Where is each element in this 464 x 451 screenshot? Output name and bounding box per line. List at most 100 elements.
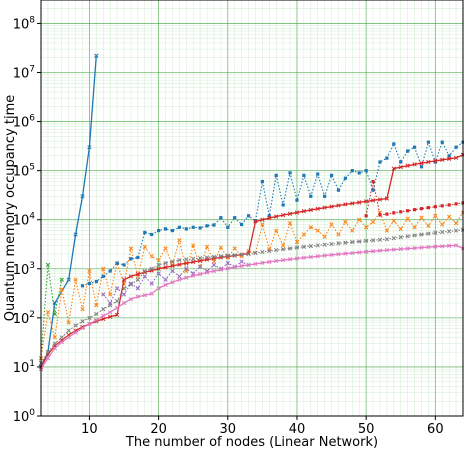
series-point [94,311,99,317]
series-point [73,330,78,335]
series-point [363,225,369,230]
series-point [246,214,251,218]
series-point [142,244,147,249]
series-point [240,222,244,227]
series-point [453,243,459,248]
series-point [52,335,57,340]
series-point [294,210,300,215]
series-point [405,246,410,251]
series-point [87,315,92,321]
series-point [115,261,119,265]
series-point [52,341,57,346]
series-point [45,310,51,315]
series-point [253,250,258,256]
series-point [66,328,71,333]
series-point [385,212,389,216]
series-point [336,241,341,246]
series-point [350,239,355,245]
series-point [66,277,71,282]
series-point [440,244,445,249]
series-point [399,160,403,164]
y-tick-label: 108 [13,15,36,32]
series-point [301,209,307,214]
series-point [108,269,112,273]
series-point [73,277,78,282]
series-point [308,207,313,213]
series-point [274,214,279,219]
series-point [447,214,452,219]
series-point [302,173,306,177]
series-point [212,223,216,227]
x-tick-label: 30 [220,422,237,437]
series-point [315,228,320,233]
series-point [391,218,396,223]
series-point [357,217,362,222]
series-point [45,350,51,355]
series-point [281,203,285,207]
series-point [211,254,217,260]
series-point [267,259,272,265]
series-3 [80,140,464,288]
series-point [66,335,71,340]
series-point [440,140,444,144]
series-point [87,145,92,150]
series-point [149,281,154,286]
series-point [218,245,224,250]
series-point [114,298,120,304]
series-point [280,212,286,218]
series-point [239,259,244,264]
series-point [433,244,438,249]
series-point [170,280,175,285]
series-point [363,249,369,254]
series-point [398,235,403,240]
series-point [156,266,161,271]
series-point [377,197,383,202]
series-point [267,248,272,254]
series-point [419,165,424,169]
series-point [343,251,348,256]
series-point [329,222,334,227]
series-point [163,246,168,251]
series-point [128,246,134,251]
series-point [322,253,327,258]
series-point [364,169,368,173]
series-point [170,228,175,233]
series-point [108,300,113,306]
series-point [316,172,320,176]
series-point [294,239,300,245]
minor-grid [40,0,464,416]
series-point [128,274,134,279]
series-point [121,277,127,282]
series-point [426,140,431,144]
series-point [45,356,51,361]
series-point [280,257,286,263]
series-point [205,224,209,228]
y-tick-label: 107 [13,64,35,81]
series-point [287,221,293,226]
series-point [405,216,410,221]
series-point [197,264,203,269]
series-point [301,244,307,249]
series-point [419,161,424,166]
series-point [412,245,417,251]
series-point [343,176,347,180]
series-point [398,164,403,170]
series-point [253,219,258,224]
series-point [177,274,182,279]
series-point [59,339,64,345]
series-point [350,169,354,173]
series-point [197,271,203,277]
series-point [308,243,313,249]
series-point [357,200,362,205]
series-point [426,231,431,236]
series-point [157,228,161,233]
series-point [412,233,417,238]
series-point [364,214,368,218]
series-point [135,271,141,277]
series-point [447,243,452,248]
series-point [398,246,403,252]
series-point [191,243,196,248]
series-point [447,229,452,234]
series-point [108,314,113,319]
